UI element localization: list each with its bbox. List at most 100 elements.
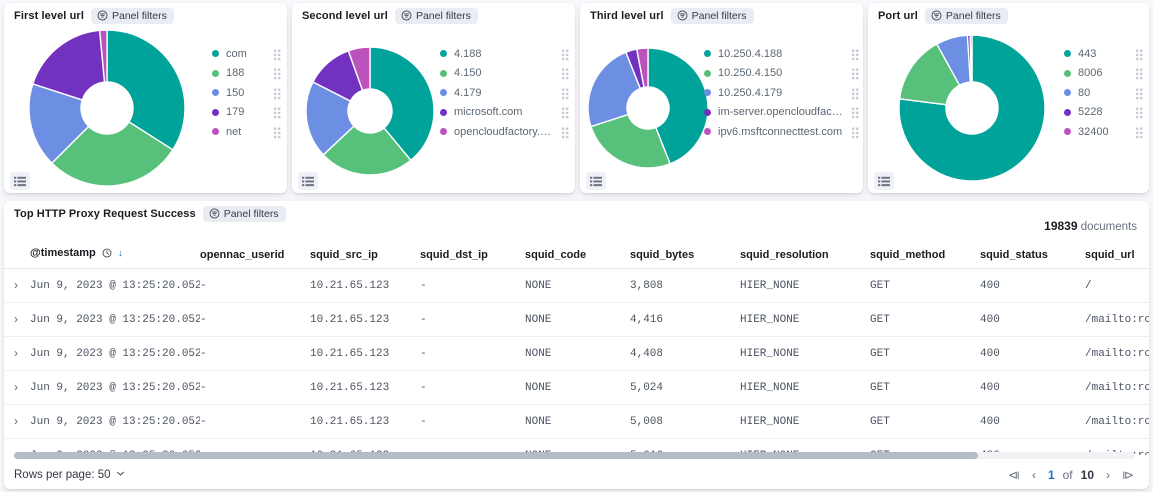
pie-slice[interactable] [369,46,435,162]
pie-slice[interactable] [647,47,709,165]
legend-filter-icon[interactable] [561,87,570,99]
legend-filter-icon[interactable] [1135,87,1144,99]
donut-chart[interactable] [582,25,722,191]
legend-item[interactable]: opencloudfactory.com [440,125,570,138]
pie-slice[interactable] [305,81,355,156]
pie-slice[interactable] [347,46,371,92]
table-cell-timestamp: Jun 9, 2023 @ 13:25:20.052 [30,268,200,303]
column-header-squid-status[interactable]: squid_status [980,241,1085,269]
expand-row-icon[interactable]: › [4,313,18,325]
column-header-squid-src-ip[interactable]: squid_src_ip [310,241,420,269]
column-header-squid-url[interactable]: squid_url [1085,241,1149,269]
pie-slice[interactable] [106,29,186,151]
data-grid-scroll-area[interactable]: @timestamp ↓ opennac_userid squid_src_ip… [4,241,1149,455]
pie-slice[interactable] [50,120,174,187]
legend-item[interactable]: 188 [212,67,282,80]
legend-item[interactable]: ipv6.msftconnecttest.com [704,125,860,138]
pie-slice[interactable] [28,83,90,165]
legend-filter-icon[interactable] [1135,126,1144,138]
legend-filter-icon[interactable] [1135,48,1144,60]
pie-slice[interactable] [635,47,649,89]
first-page-button[interactable]: ⧏ [1003,467,1025,483]
legend-item[interactable]: 10.250.4.150 [704,67,860,80]
legend-filter-icon[interactable] [1135,106,1144,119]
previous-page-button[interactable]: ‹ [1027,467,1041,483]
expand-row-icon[interactable]: › [4,347,18,359]
horizontal-scrollbar[interactable] [14,452,1135,459]
column-header-squid-code[interactable]: squid_code [525,241,630,269]
column-header-squid-method[interactable]: squid_method [870,241,980,269]
legend-item[interactable]: im-server.opencloudfac… [704,106,860,119]
donut-chart[interactable] [882,25,1062,191]
legend-item[interactable]: 179 [212,106,282,119]
legend-filter-icon[interactable] [273,48,282,60]
column-header-squid-dst-ip[interactable]: squid_dst_ip [420,241,525,269]
panel-filters-button[interactable]: Panel filters [202,205,286,222]
legend-filter-icon[interactable] [851,106,860,119]
legend-filter-icon[interactable] [273,106,282,119]
donut-chart[interactable] [12,25,202,191]
legend-item[interactable]: 4.188 [440,47,570,60]
panel-filters-button[interactable]: Panel filters [924,7,1008,24]
table-row[interactable]: ›Jun 9, 2023 @ 13:25:20.052-10.21.65.123… [4,404,1149,439]
panel-filters-button[interactable]: Panel filters [670,7,754,24]
column-header-squid-bytes[interactable]: squid_bytes [630,241,740,269]
inspect-list-icon-button[interactable] [298,172,318,190]
pie-slice[interactable] [31,29,106,101]
pie-slice[interactable] [98,29,108,83]
legend-item[interactable]: net [212,125,282,138]
legend-filter-icon[interactable] [851,67,860,80]
legend-item[interactable]: 4.179 [440,86,570,99]
table-row[interactable]: ›Jun 9, 2023 @ 13:25:20.052-10.21.65.123… [4,370,1149,405]
expand-row-cell: › [4,404,30,439]
legend-item[interactable]: microsoft.com [440,106,570,119]
table-row[interactable]: ›Jun 9, 2023 @ 13:25:20.052-10.21.65.123… [4,302,1149,337]
expand-row-icon[interactable]: › [4,415,18,427]
pie-slice[interactable] [969,34,973,83]
expand-row-icon[interactable]: › [4,381,18,393]
pie-slice[interactable] [587,51,642,128]
pie-slice[interactable] [590,113,671,169]
inspect-list-icon-button[interactable] [586,172,606,190]
legend-filter-icon[interactable] [273,67,282,80]
rows-per-page-button[interactable]: Rows per page: 50 [14,469,125,481]
legend-item[interactable]: 5228 [1064,106,1144,119]
expand-row-icon[interactable]: › [4,279,18,291]
legend-filter-icon[interactable] [561,106,570,119]
column-header-timestamp[interactable]: @timestamp ↓ [30,241,200,269]
legend-item[interactable]: 150 [212,86,282,99]
pie-slice[interactable] [322,125,412,176]
legend-item[interactable]: 10.250.4.179 [704,86,860,99]
table-row[interactable]: ›Jun 9, 2023 @ 13:25:20.052-10.21.65.123… [4,336,1149,371]
table-row[interactable]: ›Jun 9, 2023 @ 13:25:20.052-10.21.65.123… [4,268,1149,303]
legend-filter-icon[interactable] [561,67,570,80]
inspect-list-icon-button[interactable] [10,172,30,190]
column-header-squid-resolution[interactable]: squid_resolution [740,241,870,269]
legend-item[interactable]: 443 [1064,47,1144,60]
next-page-button[interactable]: › [1101,467,1115,483]
inspect-list-icon-button[interactable] [874,172,894,190]
sort-descending-icon[interactable]: ↓ [117,248,123,259]
column-header-opennac-userid[interactable]: opennac_userid [200,241,310,269]
legend-filter-icon[interactable] [851,48,860,60]
legend-item[interactable]: 4.150 [440,67,570,80]
last-page-button[interactable]: ⧐ [1117,467,1139,483]
current-page-number[interactable]: 1 [1043,467,1060,483]
donut-chart[interactable] [298,25,448,191]
legend-item[interactable]: 10.250.4.188 [704,47,860,60]
legend-item[interactable]: com [212,47,282,60]
panel-filters-button[interactable]: Panel filters [90,7,174,24]
panel-filters-button[interactable]: Panel filters [394,7,478,24]
legend-item[interactable]: 32400 [1064,125,1144,138]
legend-filter-icon[interactable] [561,48,570,60]
legend-filter-icon[interactable] [851,126,860,138]
legend-filter-icon[interactable] [273,87,282,99]
expand-row-icon[interactable]: › [4,449,18,456]
legend-item[interactable]: 80 [1064,86,1144,99]
legend-item[interactable]: 8006 [1064,67,1144,80]
legend-filter-icon[interactable] [273,126,282,138]
legend-filter-icon[interactable] [1135,67,1144,80]
legend-filter-icon[interactable] [851,87,860,99]
legend-filter-icon[interactable] [561,126,570,138]
pie-slice[interactable] [898,34,1046,182]
